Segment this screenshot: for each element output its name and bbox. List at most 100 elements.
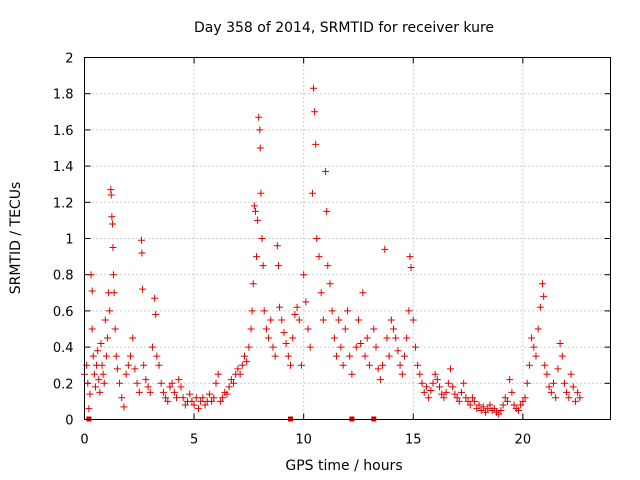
data-point: [576, 394, 584, 402]
data-point: [236, 370, 244, 378]
data-point: [436, 383, 444, 391]
data-point: [560, 379, 568, 387]
data-point: [238, 361, 246, 369]
data-point: [523, 379, 531, 387]
data-point: [247, 325, 255, 333]
data-point: [216, 397, 224, 405]
data-point: [260, 307, 268, 315]
data-point: [403, 334, 411, 342]
data-points: [81, 84, 584, 418]
data-point: [311, 108, 319, 116]
data-point: [473, 405, 481, 413]
data-point: [265, 334, 273, 342]
y-tick-label: 1.2: [53, 196, 74, 211]
data-point: [328, 307, 336, 315]
data-point: [88, 325, 96, 333]
data-point: [251, 207, 259, 215]
data-point: [554, 365, 562, 373]
data-point: [256, 126, 264, 134]
data-point: [315, 253, 323, 261]
data-point: [137, 236, 145, 244]
data-point: [120, 403, 128, 411]
y-tick-label: 0.4: [53, 341, 74, 356]
data-point: [525, 361, 533, 369]
data-point: [313, 235, 321, 242]
data-point: [300, 271, 308, 279]
data-point: [503, 397, 511, 405]
data-point: [304, 325, 312, 333]
data-point: [457, 388, 465, 396]
data-point: [510, 401, 518, 409]
x-axis-label: GPS time / hours: [285, 458, 402, 474]
data-point: [379, 361, 387, 369]
data-point: [466, 401, 474, 409]
y-tick-label: 0.8: [53, 269, 74, 284]
data-point: [414, 361, 422, 369]
data-point: [409, 316, 417, 324]
data-point: [197, 397, 205, 405]
data-point: [359, 289, 367, 297]
data-point: [486, 401, 494, 409]
data-point: [497, 406, 505, 414]
data-point: [271, 352, 279, 360]
y-tick-label: 0.2: [53, 377, 74, 392]
data-point: [230, 379, 238, 387]
x-tick-label: 15: [405, 433, 422, 448]
data-point: [479, 403, 487, 411]
data-point: [341, 325, 349, 333]
data-point: [129, 334, 137, 342]
data-point: [381, 245, 389, 253]
data-point: [322, 168, 330, 176]
data-point: [540, 292, 548, 300]
grid: [84, 57, 611, 420]
data-point: [545, 383, 553, 391]
data-point: [201, 401, 209, 409]
data-point: [192, 394, 200, 402]
data-point: [267, 316, 275, 324]
data-point: [482, 408, 490, 416]
data-point: [259, 262, 267, 270]
data-point: [431, 370, 439, 378]
data-point: [208, 397, 216, 405]
data-point: [534, 325, 542, 333]
data-point: [326, 280, 334, 288]
data-point: [152, 311, 160, 319]
data-point: [250, 202, 258, 210]
data-point: [387, 316, 395, 324]
data-point: [547, 388, 555, 396]
x-tick-label: 5: [190, 433, 198, 448]
data-point: [139, 285, 147, 293]
data-point: [464, 397, 472, 405]
data-point: [212, 379, 220, 387]
chart-title: Day 358 of 2014, SRMTID for receiver kur…: [194, 20, 494, 36]
data-point: [550, 379, 558, 387]
data-point: [556, 339, 564, 347]
data-point: [383, 334, 391, 342]
data-point: [405, 307, 413, 315]
data-point: [354, 316, 362, 324]
data-point: [565, 394, 573, 402]
data-point: [323, 207, 331, 215]
data-point: [240, 352, 248, 360]
data-point: [144, 383, 152, 391]
data-point: [170, 388, 178, 396]
data-point: [131, 365, 139, 373]
data-point: [155, 361, 163, 369]
data-point: [335, 316, 343, 324]
data-point: [273, 242, 281, 250]
data-point: [297, 361, 305, 369]
data-point: [214, 370, 222, 378]
data-point: [194, 405, 202, 413]
data-point: [400, 352, 408, 360]
data-point: [96, 388, 104, 396]
y-tick-label: 1: [65, 233, 73, 248]
data-point: [175, 376, 183, 384]
data-point: [148, 343, 156, 351]
data-point: [398, 370, 406, 378]
data-point: [447, 365, 455, 373]
plot-frame: [84, 57, 611, 420]
data-point: [422, 383, 430, 391]
data-point: [528, 334, 536, 342]
data-point: [433, 376, 441, 384]
data-point: [521, 394, 529, 402]
